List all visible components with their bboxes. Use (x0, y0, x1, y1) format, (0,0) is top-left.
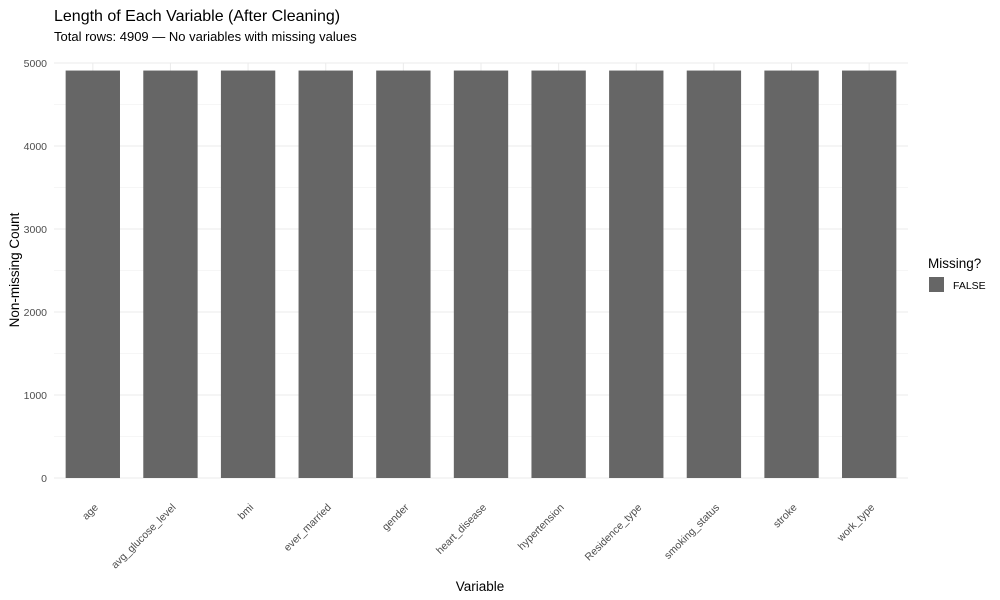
x-tick-label: Residence_type (583, 502, 645, 564)
bars (65, 70, 897, 478)
chart-title: Length of Each Variable (After Cleaning) (54, 8, 340, 25)
bar-gender (376, 70, 431, 478)
legend-label-false: FALSE (953, 280, 986, 292)
x-tick-label: work_type (834, 502, 877, 545)
y-tick-label: 5000 (24, 58, 48, 70)
legend: Missing? FALSE (928, 256, 986, 292)
x-tick-label: age (80, 502, 101, 523)
x-tick-label: gender (380, 501, 412, 533)
x-tick-label: smoking_status (662, 502, 722, 562)
x-tick-label: avg_glucose_level (109, 502, 179, 572)
y-tick-label: 4000 (24, 141, 48, 153)
bar-hypertension (531, 70, 586, 478)
legend-swatch-false (929, 277, 944, 292)
y-tick-label: 1000 (24, 390, 48, 402)
bar-Residence_type (609, 70, 664, 478)
bar-age (65, 70, 120, 478)
x-tick-label: ever_married (282, 502, 334, 554)
bar-heart_disease (453, 70, 509, 478)
y-axis-title: Non-missing Count (7, 212, 22, 327)
bar-bmi (220, 70, 276, 478)
x-axis-title: Variable (456, 579, 505, 594)
x-tick-label: stroke (771, 502, 800, 531)
bar-stroke (764, 70, 819, 478)
legend-title: Missing? (928, 256, 981, 271)
x-tick-label: bmi (236, 502, 256, 522)
y-axis-ticks: 0 1000 2000 3000 4000 5000 (24, 58, 48, 485)
y-tick-label: 3000 (24, 224, 48, 236)
bar-ever_married (298, 70, 353, 478)
x-tick-label: heart_disease (434, 502, 489, 557)
x-axis-ticks: age avg_glucose_level bmi ever_married gende… (80, 501, 877, 571)
x-tick-label: hypertension (516, 502, 567, 553)
bar-smoking_status (686, 70, 742, 478)
chart-subtitle: Total rows: 4909 — No variables with mis… (54, 29, 357, 44)
y-tick-label: 2000 (24, 307, 48, 319)
y-tick-label: 0 (41, 473, 47, 485)
bar-work_type (842, 70, 897, 478)
bar-avg_glucose_level (143, 70, 198, 478)
